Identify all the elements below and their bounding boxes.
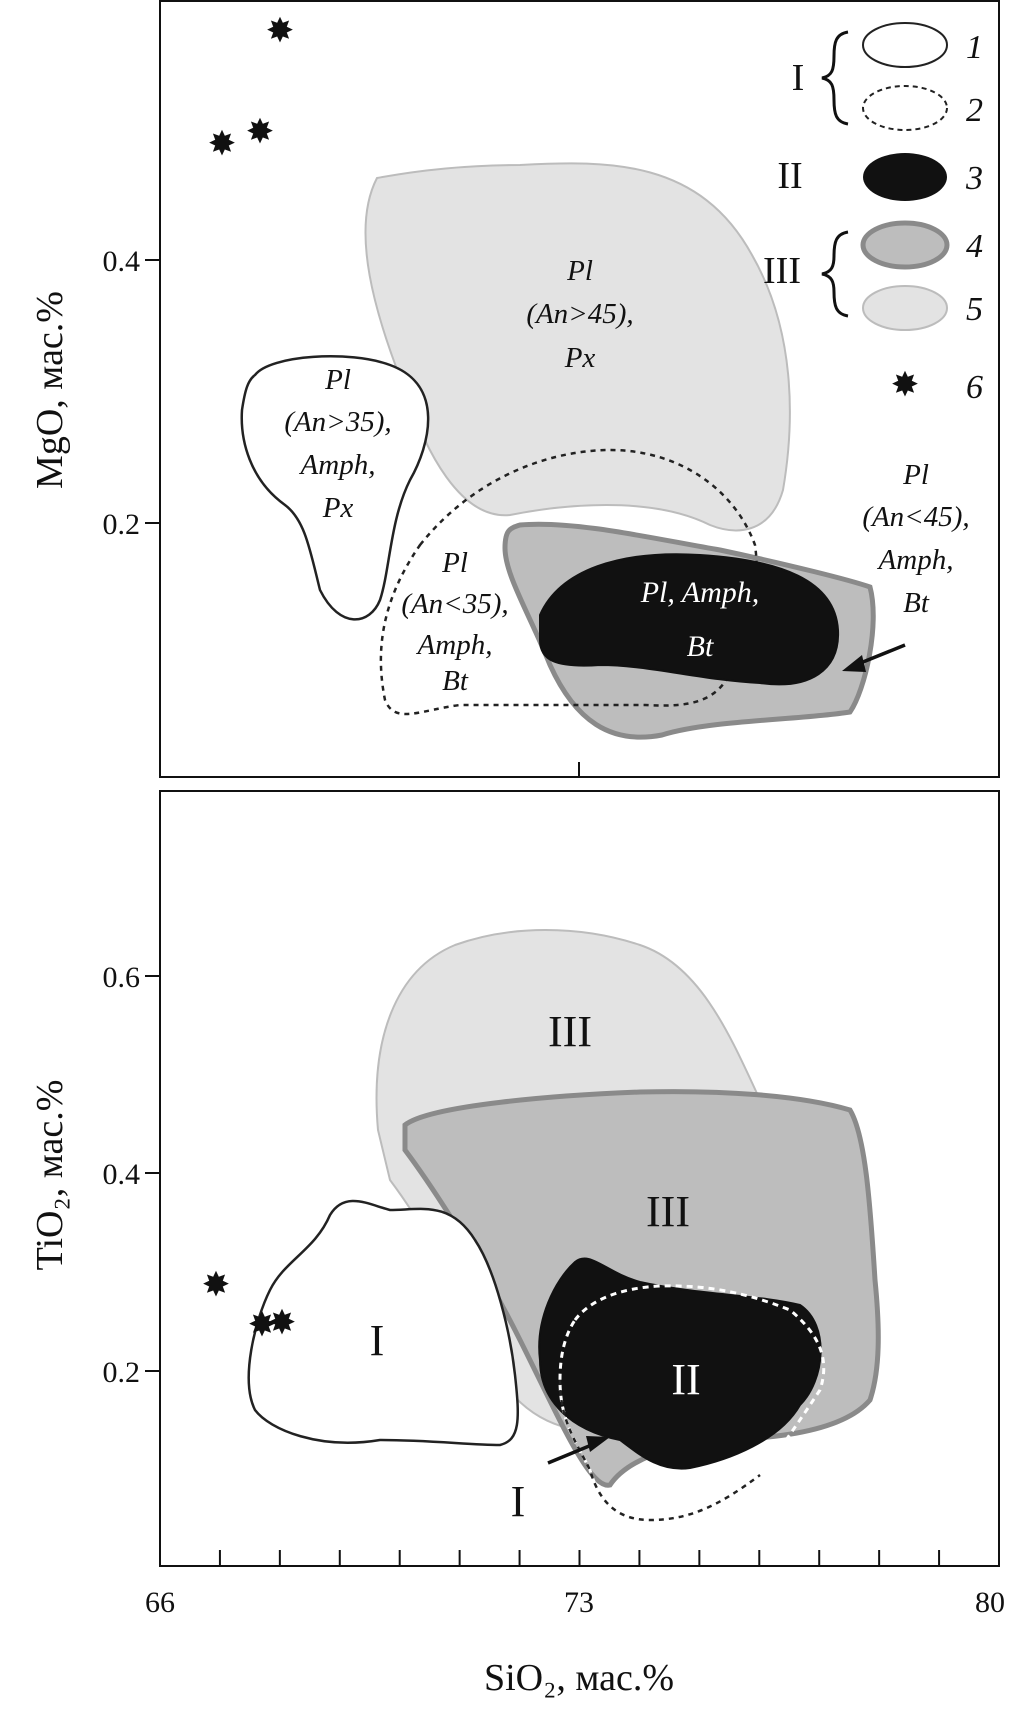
top-label-r2-line1: Pl: [441, 547, 468, 579]
top-label-region-5: Pl (An>45), Px: [526, 255, 633, 374]
legend-group-1: I: [792, 57, 805, 99]
legend-swatch-4: [860, 220, 950, 270]
xtick-label-66: 66: [145, 1586, 175, 1619]
bottom-region-3: [538, 1257, 822, 1470]
top-label-r1-line2: (An>35),: [284, 406, 391, 438]
top-ytick-label-0.2: 0.2: [103, 508, 141, 541]
top-label-r2-line4: Bt: [442, 665, 469, 697]
legend-swatch-3: [863, 153, 947, 201]
top-label-r1-line4: Px: [322, 492, 354, 524]
legend-group-2: II: [777, 155, 802, 197]
top-label-region-2: Pl (An<35), Amph, Bt: [401, 547, 508, 697]
bottom-panel: ✸ ✸ ✸ III III I II I 0.6 0.4 0.2 66 73 8…: [29, 790, 1005, 1699]
legend-swatch-2: [862, 85, 948, 131]
legend-brace-1: [821, 30, 849, 126]
x-axis-title: SiO₂, мас.%: [484, 1657, 674, 1699]
top-label-region-1: Pl (An>35), Amph, Px: [284, 364, 391, 524]
legend-item-2: 2: [966, 92, 983, 129]
legend-swatch-5: [862, 285, 948, 331]
top-label-r4-line4: Bt: [903, 587, 930, 619]
legend-swatch-6: ✸: [891, 365, 920, 405]
top-region-3: [539, 553, 840, 686]
top-label-region-4: Pl (An<45), Amph, Bt: [862, 459, 969, 619]
bottom-region-1: [247, 1199, 519, 1447]
top-star-2: ✸: [246, 112, 275, 152]
bottom-star-1: ✸: [202, 1265, 231, 1305]
top-points-6: ✸ ✸ ✸: [208, 11, 295, 164]
top-label-r2-line2: (An<35),: [401, 588, 508, 620]
xtick-label-80: 80: [975, 1586, 1005, 1619]
bottom-ytick-label-0.6: 0.6: [103, 961, 141, 994]
top-star-3: ✸: [266, 11, 295, 51]
top-star-1: ✸: [208, 124, 237, 164]
legend-item-1: 1: [966, 29, 983, 66]
top-label-r4-line1: Pl: [902, 459, 929, 491]
bottom-y-axis-title: TiO₂, мас.%: [29, 1080, 71, 1271]
legend-item-5: 5: [966, 291, 983, 328]
bottom-ytick-label-0.4: 0.4: [103, 1158, 141, 1191]
bottom-arrow: [547, 1436, 610, 1465]
top-label-r1-line1: Pl: [324, 364, 351, 396]
top-label-r5-line1: Pl: [566, 255, 593, 287]
legend-item-3: 3: [965, 160, 983, 197]
bottom-star-2: ✸: [248, 1305, 277, 1345]
bottom-region-2-dark-edge: [558, 1379, 761, 1522]
top-panel: ✸ ✸ ✸ Pl (An>35), Amph, Px Pl (An<35), A…: [29, 0, 1000, 778]
legend-swatch-1: [862, 22, 948, 68]
top-label-r3-line1: Pl, Amph,: [640, 576, 760, 609]
top-label-r3-line2: Bt: [687, 630, 714, 663]
bottom-label-I-solid: I: [370, 1316, 385, 1365]
top-y-axis-title: MgO, мас.%: [29, 291, 71, 489]
legend-brace-3: [821, 230, 849, 318]
top-label-r4-line2: (An<45),: [862, 501, 969, 533]
legend-item-6: 6: [966, 369, 983, 406]
legend-item-4: 4: [966, 228, 983, 265]
top-label-r2-line3: Amph,: [416, 629, 493, 661]
xtick-label-73: 73: [564, 1586, 594, 1619]
top-region-1: [240, 355, 430, 621]
bottom-xtick-marks: [159, 1550, 1000, 1566]
top-label-r1-line3: Amph,: [299, 449, 376, 481]
bottom-label-I-dashed: I: [511, 1477, 526, 1526]
top-ytick-label-0.4: 0.4: [103, 245, 141, 278]
top-label-r5-line3: Px: [564, 342, 596, 374]
bottom-star-3: ✸: [268, 1303, 297, 1343]
bottom-points-6: ✸ ✸ ✸: [202, 1265, 297, 1345]
bottom-label-III-medium: III: [646, 1187, 690, 1236]
top-label-r5-line2: (An>45),: [526, 298, 633, 330]
bottom-label-II: II: [671, 1355, 700, 1404]
top-arrow: [842, 643, 906, 672]
bottom-ytick-label-0.2: 0.2: [103, 1356, 141, 1389]
legend: ✸ 1 2 3 4 5 6 I II III: [763, 22, 983, 406]
top-label-r4-line3: Amph,: [877, 544, 954, 576]
legend-group-3: III: [763, 250, 801, 292]
top-region-2: [379, 448, 758, 716]
top-label-region-3: Pl, Amph, Bt: [640, 576, 760, 663]
bottom-label-III-light: III: [548, 1007, 592, 1056]
